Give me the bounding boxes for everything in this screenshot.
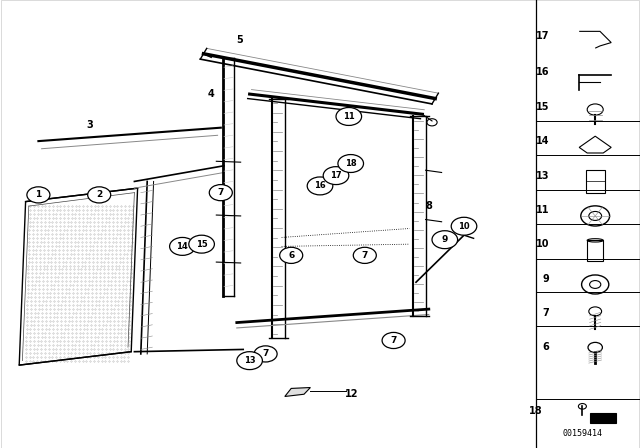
Circle shape bbox=[280, 247, 303, 263]
Text: 10: 10 bbox=[536, 239, 549, 249]
Circle shape bbox=[338, 155, 364, 172]
Text: 16: 16 bbox=[314, 181, 326, 190]
Circle shape bbox=[189, 235, 214, 253]
Text: 18: 18 bbox=[529, 406, 543, 416]
Text: 12: 12 bbox=[345, 389, 359, 399]
Text: 7: 7 bbox=[390, 336, 397, 345]
Text: 11: 11 bbox=[343, 112, 355, 121]
Text: 15: 15 bbox=[196, 240, 207, 249]
Bar bbox=[588, 240, 604, 260]
Text: 9: 9 bbox=[542, 274, 549, 284]
Circle shape bbox=[323, 167, 349, 185]
Circle shape bbox=[88, 187, 111, 203]
Circle shape bbox=[27, 187, 50, 203]
Circle shape bbox=[336, 108, 362, 125]
Text: 14: 14 bbox=[177, 242, 188, 251]
Circle shape bbox=[451, 217, 477, 235]
Polygon shape bbox=[285, 388, 310, 396]
Text: 00159414: 00159414 bbox=[563, 429, 602, 438]
Text: 7: 7 bbox=[362, 251, 368, 260]
Text: 9: 9 bbox=[442, 235, 448, 244]
Text: 3: 3 bbox=[86, 121, 93, 130]
Bar bbox=[586, 170, 605, 193]
Text: 4: 4 bbox=[208, 89, 214, 99]
Text: 1: 1 bbox=[35, 190, 42, 199]
Text: 7: 7 bbox=[218, 188, 224, 197]
Text: 18: 18 bbox=[345, 159, 356, 168]
Circle shape bbox=[353, 247, 376, 263]
Text: 14: 14 bbox=[536, 136, 549, 146]
Circle shape bbox=[432, 231, 458, 249]
Text: 2: 2 bbox=[96, 190, 102, 199]
Bar bbox=[591, 413, 616, 423]
Text: 17: 17 bbox=[536, 31, 549, 41]
Text: 10: 10 bbox=[458, 222, 470, 231]
Polygon shape bbox=[19, 188, 138, 365]
Text: 13: 13 bbox=[536, 171, 549, 181]
Text: 6: 6 bbox=[288, 251, 294, 260]
Circle shape bbox=[307, 177, 333, 195]
Circle shape bbox=[254, 346, 277, 362]
Text: 6: 6 bbox=[542, 342, 549, 352]
Text: 11: 11 bbox=[536, 205, 549, 215]
Text: 13: 13 bbox=[244, 356, 255, 365]
Text: 8: 8 bbox=[426, 201, 432, 211]
Text: 7: 7 bbox=[542, 308, 549, 318]
Circle shape bbox=[170, 237, 195, 255]
Text: 5: 5 bbox=[237, 35, 243, 45]
Text: 17: 17 bbox=[330, 171, 342, 180]
Text: 15: 15 bbox=[536, 102, 549, 112]
Circle shape bbox=[209, 185, 232, 201]
Text: 16: 16 bbox=[536, 67, 549, 77]
Text: 7: 7 bbox=[262, 349, 269, 358]
Circle shape bbox=[237, 352, 262, 370]
Circle shape bbox=[382, 332, 405, 349]
